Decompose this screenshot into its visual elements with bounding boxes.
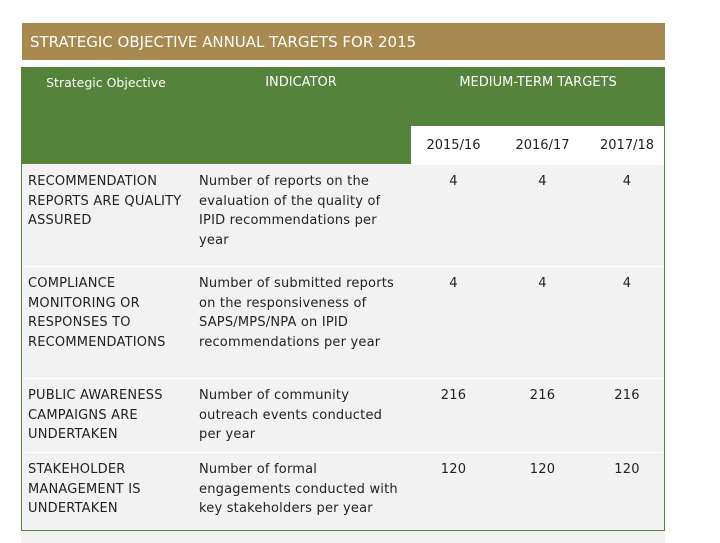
indicator-cell: Number of submitted reports on the respo… bbox=[191, 267, 411, 379]
target-2015-16-cell: 216 bbox=[411, 379, 496, 453]
indicator-cell: Number of formal engagements conducted w… bbox=[191, 453, 411, 543]
target-2015-16-cell: 4 bbox=[411, 267, 496, 379]
table-row: COMPLIANCE MONITORING OR RESPONSES TO RE… bbox=[21, 267, 665, 379]
header-medium-term-targets: MEDIUM-TERM TARGETS bbox=[411, 67, 665, 126]
objective-cell: PUBLIC AWARENESS CAMPAIGNS ARE UNDERTAKE… bbox=[21, 379, 191, 453]
header-row: Strategic Objective INDICATOR MEDIUM-TER… bbox=[21, 67, 665, 126]
target-2015-16-cell: 120 bbox=[411, 453, 496, 543]
target-2016-17-cell: 216 bbox=[496, 379, 589, 453]
objective-cell: COMPLIANCE MONITORING OR RESPONSES TO RE… bbox=[21, 267, 191, 379]
target-2017-18-cell: 120 bbox=[589, 453, 665, 543]
objective-cell: STAKEHOLDER MANAGEMENT IS UNDERTAKEN bbox=[21, 453, 191, 543]
indicator-cell: Number of reports on the evaluation of t… bbox=[191, 165, 411, 267]
table-row: PUBLIC AWARENESS CAMPAIGNS ARE UNDERTAKE… bbox=[21, 379, 665, 453]
header-year-2016-17: 2016/17 bbox=[496, 126, 589, 165]
target-2017-18-cell: 4 bbox=[589, 267, 665, 379]
objective-cell: RECOMMENDATION REPORTS ARE QUALITY ASSUR… bbox=[21, 165, 191, 267]
target-2017-18-cell: 4 bbox=[589, 165, 665, 267]
targets-table-container: Strategic Objective INDICATOR MEDIUM-TER… bbox=[21, 67, 665, 531]
page-title-text: STRATEGIC OBJECTIVE ANNUAL TARGETS FOR 2… bbox=[30, 33, 416, 51]
indicator-cell: Number of community outreach events cond… bbox=[191, 379, 411, 453]
table-row: RECOMMENDATION REPORTS ARE QUALITY ASSUR… bbox=[21, 165, 665, 267]
table-row: STAKEHOLDER MANAGEMENT IS UNDERTAKEN Num… bbox=[21, 453, 665, 543]
header-year-2015-16: 2015/16 bbox=[411, 126, 496, 165]
targets-table: Strategic Objective INDICATOR MEDIUM-TER… bbox=[21, 67, 665, 543]
header-indicator: INDICATOR bbox=[191, 67, 411, 165]
target-2016-17-cell: 4 bbox=[496, 165, 589, 267]
target-2017-18-cell: 216 bbox=[589, 379, 665, 453]
header-year-2017-18: 2017/18 bbox=[589, 126, 665, 165]
target-2016-17-cell: 4 bbox=[496, 267, 589, 379]
target-2016-17-cell: 120 bbox=[496, 453, 589, 543]
page-title: STRATEGIC OBJECTIVE ANNUAL TARGETS FOR 2… bbox=[22, 23, 665, 60]
target-2015-16-cell: 4 bbox=[411, 165, 496, 267]
header-strategic-objective: Strategic Objective bbox=[21, 67, 191, 165]
